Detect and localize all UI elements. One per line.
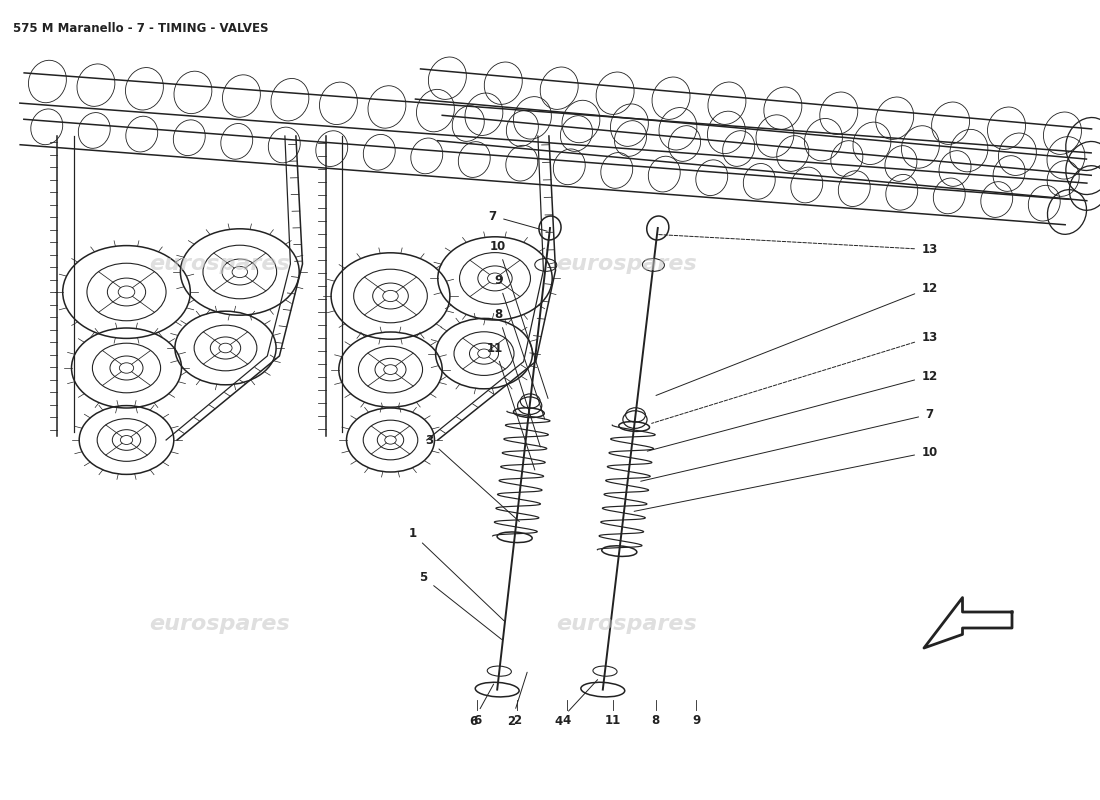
Text: 11: 11 bbox=[605, 714, 620, 726]
Text: 8: 8 bbox=[494, 308, 540, 447]
Text: 9: 9 bbox=[692, 714, 701, 726]
Text: 4: 4 bbox=[554, 680, 597, 728]
Text: 4: 4 bbox=[562, 714, 571, 726]
Text: 8: 8 bbox=[651, 714, 660, 726]
Text: eurospares: eurospares bbox=[557, 614, 697, 634]
Text: 5: 5 bbox=[419, 571, 502, 639]
Text: 2: 2 bbox=[513, 714, 521, 726]
Text: 575 M Maranello - 7 - TIMING - VALVES: 575 M Maranello - 7 - TIMING - VALVES bbox=[13, 22, 268, 35]
Text: 11: 11 bbox=[487, 342, 535, 470]
Text: 10: 10 bbox=[634, 446, 937, 511]
Text: 1: 1 bbox=[408, 527, 504, 621]
Text: 7: 7 bbox=[640, 408, 934, 482]
Text: 2: 2 bbox=[507, 672, 527, 728]
Text: eurospares: eurospares bbox=[150, 254, 290, 274]
Text: 13: 13 bbox=[659, 234, 937, 256]
Text: eurospares: eurospares bbox=[150, 614, 290, 634]
Text: 13: 13 bbox=[651, 331, 937, 423]
Text: eurospares: eurospares bbox=[557, 254, 697, 274]
Text: 6: 6 bbox=[473, 714, 482, 726]
Text: 12: 12 bbox=[647, 370, 937, 451]
Text: 9: 9 bbox=[494, 274, 544, 419]
Text: 7: 7 bbox=[488, 210, 548, 231]
Text: 10: 10 bbox=[491, 240, 548, 398]
Text: 12: 12 bbox=[656, 282, 937, 395]
Text: 6: 6 bbox=[469, 684, 494, 728]
Text: 3: 3 bbox=[425, 434, 519, 522]
